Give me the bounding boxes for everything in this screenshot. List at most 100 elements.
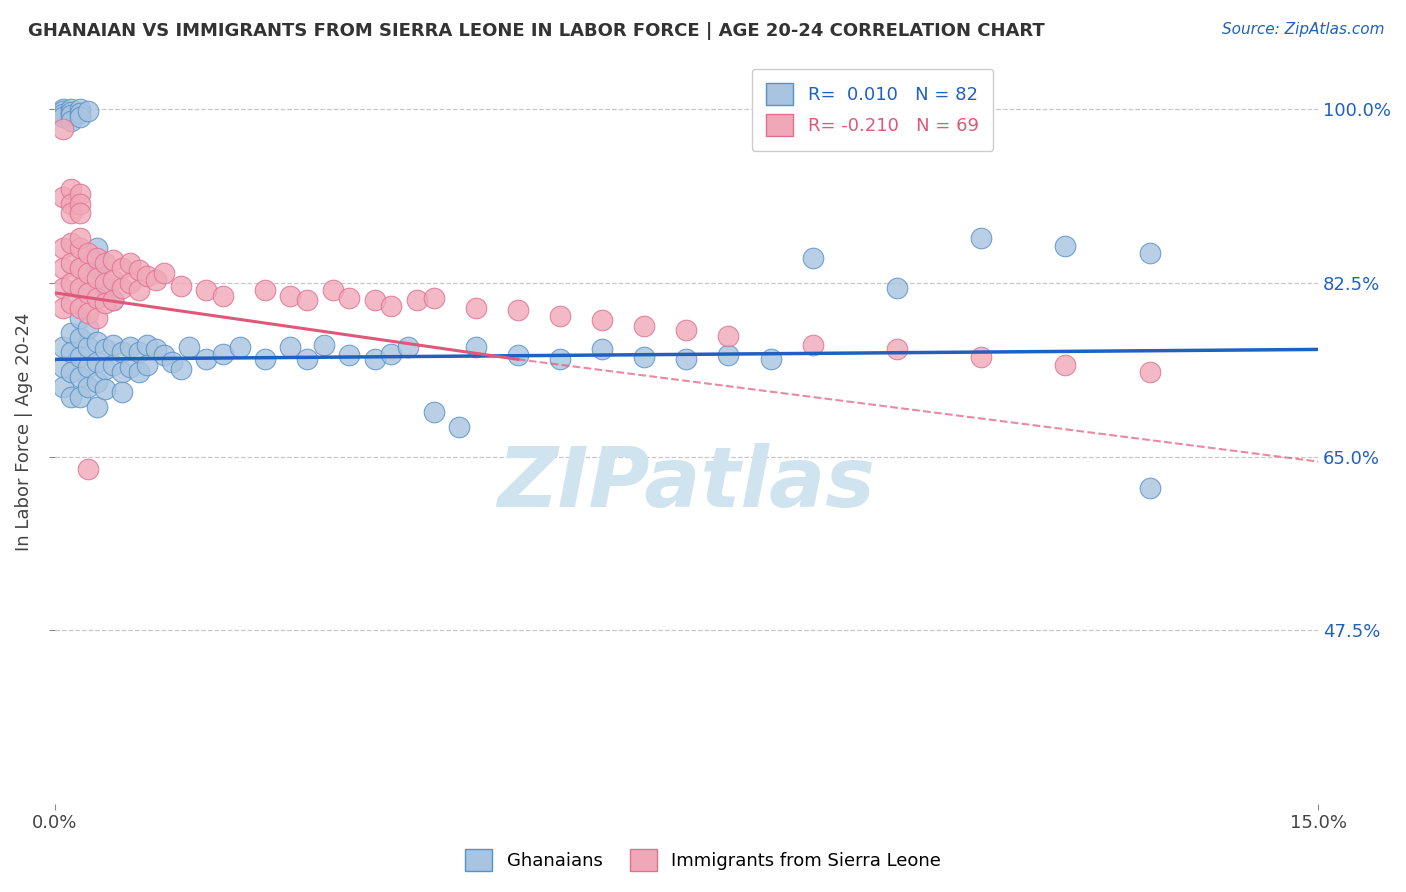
Point (111, 260, 134, 275)
Point (52, 102, 75, 116)
Point (396, 340, 419, 354)
Legend: R=  0.010   N = 82, R= -0.210   N = 69: R= 0.010 N = 82, R= -0.210 N = 69 (752, 69, 993, 151)
Point (675, 322, 697, 336)
Point (60, 236, 83, 251)
Point (422, 405, 444, 419)
Point (69, 241, 91, 255)
Point (422, 291, 444, 305)
Point (52, 110, 75, 124)
Point (548, 309, 571, 323)
Point (229, 340, 252, 354)
Point (254, 283, 277, 297)
Point (60, 256, 83, 270)
Point (111, 345, 134, 359)
Point (464, 301, 486, 315)
Point (60, 365, 83, 379)
Point (60, 295, 83, 310)
Point (69, 206, 91, 220)
Point (337, 291, 360, 305)
Point (591, 312, 613, 326)
Point (153, 348, 176, 362)
Point (52, 340, 75, 354)
Point (77, 266, 100, 280)
Point (52, 260, 75, 275)
Point (52, 104, 75, 119)
Point (136, 268, 159, 283)
Point (77, 340, 100, 354)
Point (86, 335, 108, 350)
Point (60, 114, 83, 128)
Point (94, 343, 117, 357)
Point (1139, 365, 1161, 379)
Point (60, 105, 83, 120)
Point (145, 273, 167, 287)
Point (103, 293, 125, 307)
Point (314, 338, 336, 352)
Point (69, 330, 91, 344)
Point (52, 241, 75, 255)
Text: GHANAIAN VS IMMIGRANTS FROM SIERRA LEONE IN LABOR FORCE | AGE 20-24 CORRELATION : GHANAIAN VS IMMIGRANTS FROM SIERRA LEONE… (28, 22, 1045, 40)
Point (77, 320, 100, 334)
Point (94, 362, 117, 376)
Point (717, 328, 740, 343)
Point (103, 293, 125, 307)
Point (86, 241, 108, 255)
Point (153, 266, 176, 280)
Point (103, 253, 125, 268)
Point (69, 260, 91, 275)
Point (506, 348, 529, 362)
Point (633, 351, 655, 365)
Point (380, 347, 402, 361)
Y-axis label: In Labor Force | Age 20-24: In Labor Force | Age 20-24 (15, 312, 32, 551)
Point (103, 359, 125, 373)
Point (52, 281, 75, 295)
Point (60, 102, 83, 116)
Point (363, 352, 385, 367)
Point (52, 380, 75, 394)
Point (1054, 239, 1077, 253)
Point (111, 385, 134, 400)
Point (69, 102, 91, 116)
Point (447, 420, 470, 434)
Point (1139, 481, 1161, 495)
Point (60, 181, 83, 195)
Text: ZIPatlas: ZIPatlas (498, 443, 876, 524)
Point (86, 251, 108, 265)
Point (103, 338, 125, 352)
Point (195, 283, 218, 297)
Point (297, 352, 319, 367)
Point (759, 352, 782, 367)
Point (94, 382, 117, 396)
Point (86, 375, 108, 389)
Point (179, 340, 201, 354)
Point (337, 348, 360, 362)
Point (69, 390, 91, 404)
Point (94, 295, 117, 310)
Point (162, 355, 184, 369)
Point (69, 281, 91, 295)
Point (52, 301, 75, 315)
Point (548, 352, 571, 367)
Point (170, 362, 193, 376)
Point (380, 299, 402, 313)
Point (69, 370, 91, 384)
Point (69, 110, 91, 124)
Point (77, 360, 100, 375)
Point (69, 231, 91, 245)
Point (506, 302, 529, 317)
Point (633, 318, 655, 333)
Point (280, 289, 302, 303)
Point (970, 231, 993, 245)
Point (77, 285, 100, 300)
Point (128, 345, 150, 359)
Point (128, 283, 150, 297)
Point (77, 461, 100, 475)
Point (86, 310, 108, 325)
Point (86, 400, 108, 414)
Point (297, 293, 319, 307)
Point (1054, 359, 1077, 373)
Point (52, 122, 75, 136)
Legend: Ghanaians, Immigrants from Sierra Leone: Ghanaians, Immigrants from Sierra Leone (458, 842, 948, 879)
Point (128, 263, 150, 277)
Point (322, 283, 344, 297)
